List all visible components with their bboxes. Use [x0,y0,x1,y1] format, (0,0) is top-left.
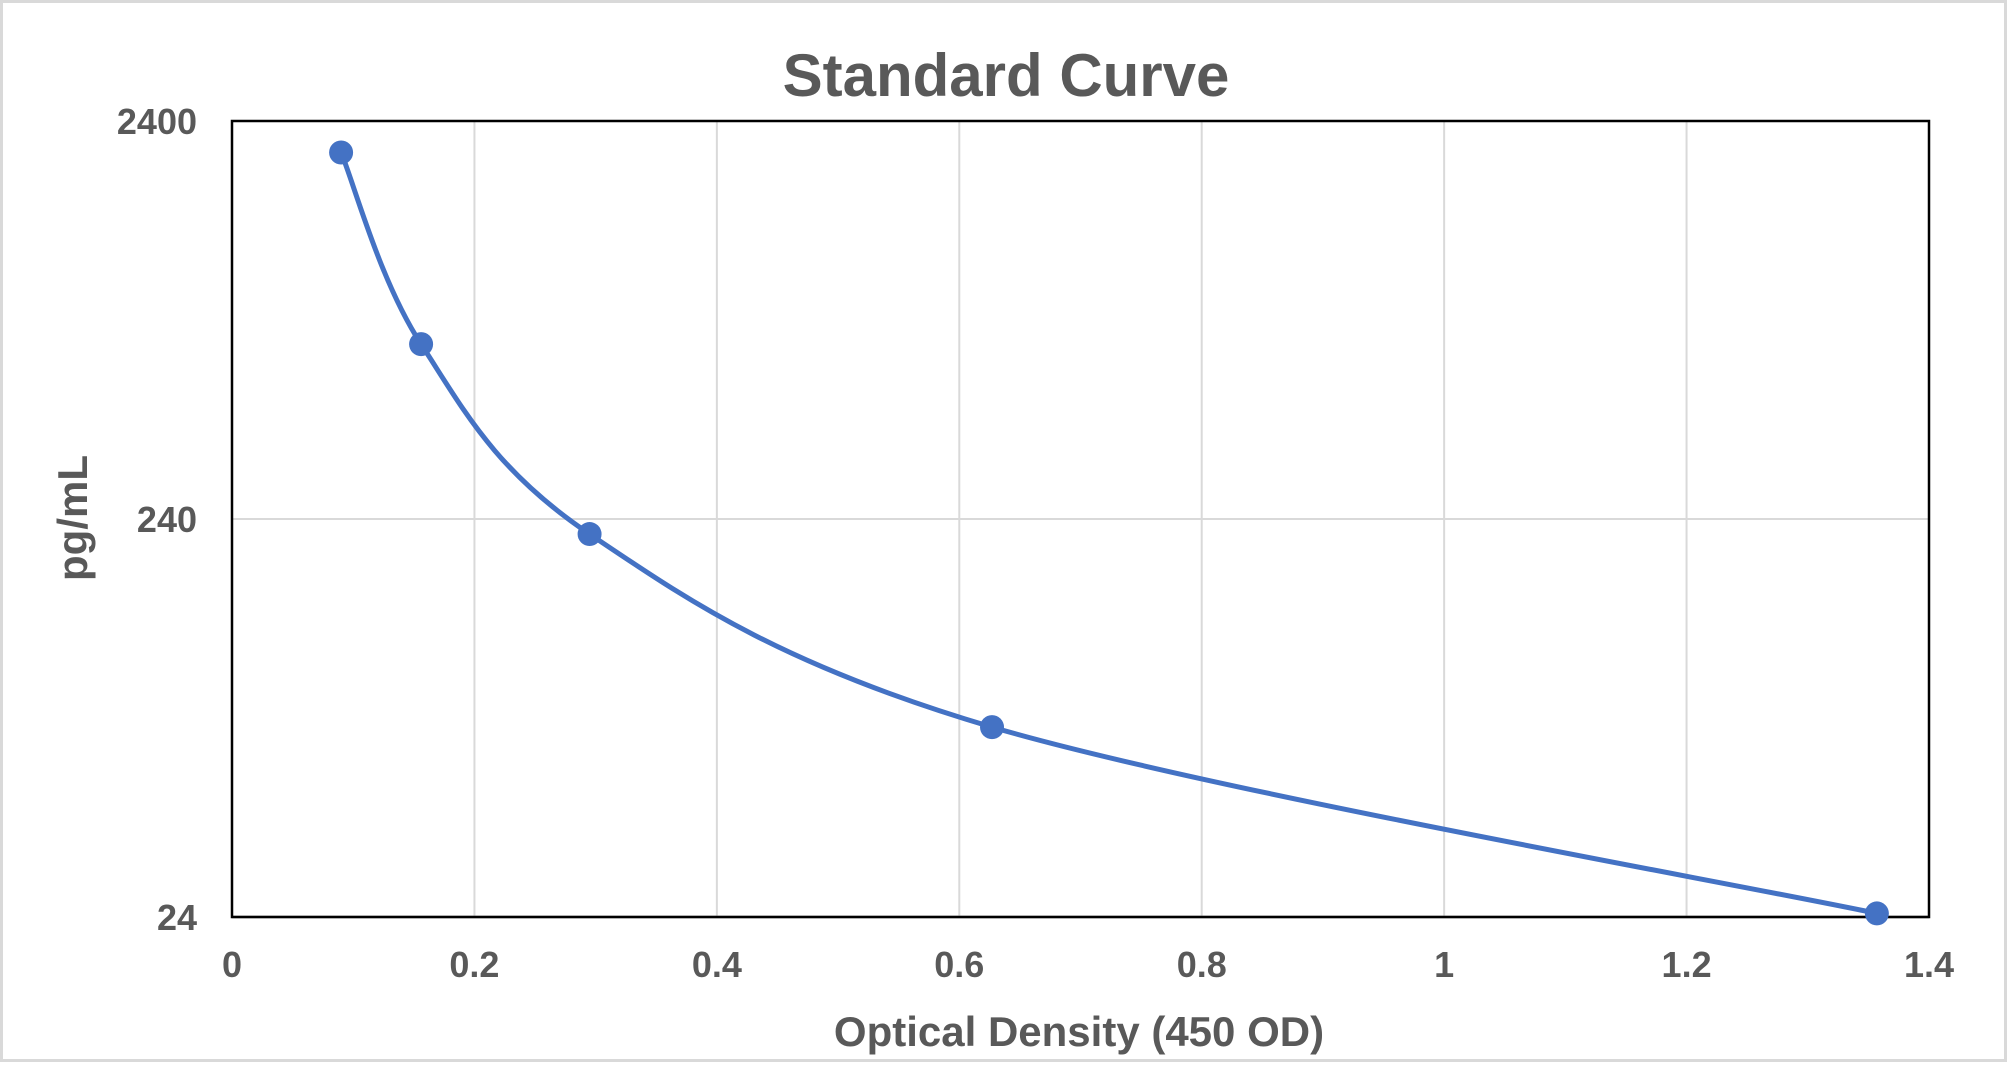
data-point [1864,901,1889,926]
y-axis-title: pg/mL [49,455,96,581]
x-tick-label: 0.2 [449,944,499,985]
y-tick-labels: 24 240 2400 [117,101,197,938]
chart-title: Standard Curve [783,42,1230,109]
y-tick-label: 240 [137,499,197,540]
data-point [409,332,434,357]
data-point [329,140,354,165]
data-point [980,715,1005,740]
data-point [577,522,602,547]
x-tick-labels: 0 0.2 0.4 0.6 0.8 1 1.2 1.4 [222,944,1954,985]
grid-lines [232,121,1929,917]
x-tick-label: 1 [1434,944,1454,985]
chart-svg: Standard Curve 0 0.2 0.4 0.6 0.8 1 1.2 1.4 2424… [49,42,1954,1055]
x-axis-title: Optical Density (450 OD) [834,1008,1324,1055]
data-points [329,140,1889,926]
series-line [338,151,1878,916]
x-tick-label: 1.4 [1904,944,1954,985]
plot-area-border [230,119,1931,919]
y-tick-label: 24 [157,897,197,938]
y-tick-label: 2400 [117,101,197,142]
x-tick-label: 1.2 [1662,944,1712,985]
x-tick-label: 0 [222,944,242,985]
x-tick-label: 0.8 [1177,944,1227,985]
x-tick-label: 0.6 [934,944,984,985]
x-tick-label: 0.4 [692,944,742,985]
